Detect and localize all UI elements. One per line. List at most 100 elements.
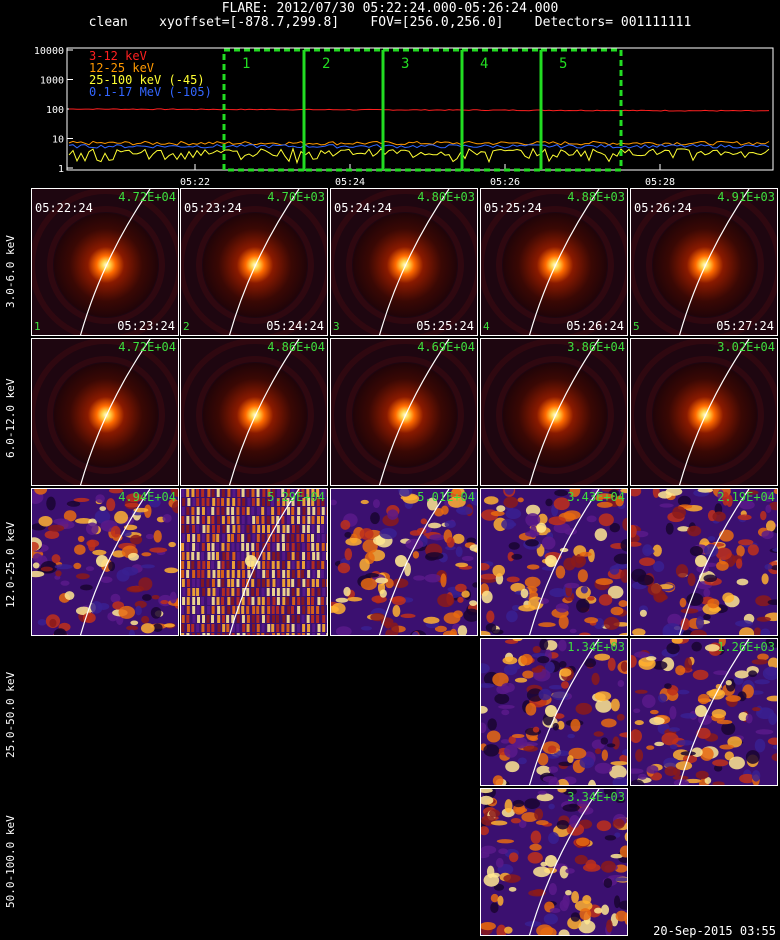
interval-index-label: 2 bbox=[183, 320, 190, 333]
image-map bbox=[481, 189, 627, 335]
end-time-label: 05:25:24 bbox=[416, 319, 474, 333]
solar-limb bbox=[228, 339, 300, 485]
solar-limb bbox=[528, 489, 600, 635]
peak-flux-label: 3.86E+04 bbox=[567, 340, 625, 354]
legend-entry: 25-100 keV (-45) bbox=[89, 73, 205, 87]
image-panel: 3.02E+04 bbox=[630, 338, 778, 486]
solar-limb bbox=[378, 189, 450, 335]
y-tick-label: 1000 bbox=[40, 76, 64, 87]
peak-flux-label: 4.72E+04 bbox=[118, 190, 176, 204]
peak-flux-label: 3.02E+04 bbox=[717, 340, 775, 354]
solar-limb bbox=[79, 339, 151, 485]
end-time-label: 05:27:24 bbox=[716, 319, 774, 333]
solar-limb bbox=[678, 339, 750, 485]
solar-limb bbox=[228, 489, 300, 635]
solar-limb bbox=[678, 489, 750, 635]
solar-limb bbox=[678, 189, 750, 335]
image-panel: 4.69E+04 bbox=[330, 338, 478, 486]
image-panel: 4.91E+03 05:26:24 05:27:24 5 bbox=[630, 188, 778, 336]
image-map bbox=[631, 189, 777, 335]
image-map bbox=[331, 339, 477, 485]
interval-label: 5 bbox=[559, 56, 567, 72]
image-panel: 4.70E+03 05:23:24 05:24:24 2 bbox=[180, 188, 328, 336]
solar-limb bbox=[678, 639, 750, 785]
image-map bbox=[481, 339, 627, 485]
start-time-label: 05:26:24 bbox=[634, 201, 692, 215]
start-time-label: 05:23:24 bbox=[184, 201, 242, 215]
image-map bbox=[631, 639, 777, 785]
peak-flux-label: 4.88E+03 bbox=[567, 190, 625, 204]
x-tick-label: 05:26 bbox=[490, 177, 520, 188]
image-map bbox=[181, 489, 327, 635]
interval-label: 3 bbox=[401, 56, 409, 72]
image-map bbox=[481, 789, 627, 935]
peak-flux-label: 4.86E+04 bbox=[267, 340, 325, 354]
image-map bbox=[481, 639, 627, 785]
lightcurve-plot: 10000 1000 100 10 1 05:22 05:24 05:26 05:28 1 2 3… bbox=[34, 46, 774, 188]
image-map bbox=[32, 189, 178, 335]
image-map bbox=[181, 339, 327, 485]
solar-limb bbox=[528, 189, 600, 335]
x-tick-label: 05:24 bbox=[335, 177, 365, 188]
y-tick-label: 1 bbox=[58, 164, 64, 175]
interval-index-label: 1 bbox=[34, 320, 41, 333]
image-panel: 3.86E+04 bbox=[480, 338, 628, 486]
legend-entry: 0.1-17 MeV (-105) bbox=[89, 85, 212, 99]
y-tick-label: 100 bbox=[46, 105, 64, 116]
peak-flux-label: 4.91E+03 bbox=[717, 190, 775, 204]
solar-limb bbox=[528, 789, 600, 935]
image-panel: 2.19E+04 bbox=[630, 488, 778, 636]
solar-limb bbox=[79, 189, 151, 335]
image-panel: 4.80E+03 05:24:24 05:25:24 3 bbox=[330, 188, 478, 336]
peak-flux-label: 1.34E+03 bbox=[567, 640, 625, 654]
y-tick-label: 10 bbox=[52, 135, 64, 146]
peak-flux-label: 4.70E+03 bbox=[267, 190, 325, 204]
image-map bbox=[181, 189, 327, 335]
image-panel: 5.01E+04 bbox=[330, 488, 478, 636]
interval-label: 1 bbox=[242, 56, 250, 72]
solar-limb bbox=[378, 339, 450, 485]
peak-flux-label: 5.29E+04 bbox=[267, 490, 325, 504]
image-panel: 4.94E+04 bbox=[31, 488, 179, 636]
interval-index-label: 5 bbox=[633, 320, 640, 333]
series-line bbox=[68, 143, 770, 149]
plot-title: FLARE: 2012/07/30 05:22:24.000-05:26:24.… bbox=[221, 1, 559, 16]
series-line bbox=[68, 146, 770, 165]
solar-limb bbox=[79, 489, 151, 635]
image-panel: 4.86E+04 bbox=[180, 338, 328, 486]
time-interval-boxes: 1 2 3 4 5 bbox=[222, 48, 623, 172]
row-energy-label: 6.0-12.0 keV bbox=[4, 378, 17, 458]
end-time-label: 05:26:24 bbox=[566, 319, 624, 333]
image-map bbox=[631, 339, 777, 485]
solar-limb bbox=[528, 639, 600, 785]
solar-limb bbox=[528, 339, 600, 485]
image-panel: 3.43E+04 bbox=[480, 488, 628, 636]
peak-flux-label: 3.43E+04 bbox=[567, 490, 625, 504]
lightcurve-series bbox=[68, 108, 770, 165]
peak-flux-label: 2.19E+04 bbox=[717, 490, 775, 504]
row-energy-label: 12.0-25.0 keV bbox=[4, 521, 17, 608]
image-map bbox=[331, 489, 477, 635]
series-line bbox=[69, 108, 770, 112]
generation-timestamp: 20-Sep-2015 03:55 bbox=[653, 924, 776, 938]
interval-label: 4 bbox=[480, 56, 488, 72]
image-panel: 3.34E+03 bbox=[480, 788, 628, 936]
image-panel: 5.29E+04 bbox=[180, 488, 328, 636]
image-map bbox=[32, 339, 178, 485]
end-time-label: 05:24:24 bbox=[266, 319, 324, 333]
row-energy-label: 50.0-100.0 keV bbox=[4, 815, 17, 908]
peak-flux-label: 4.72E+04 bbox=[118, 340, 176, 354]
series-line bbox=[68, 140, 770, 146]
row-energy-label: 25.0-50.0 keV bbox=[4, 671, 17, 758]
legend-entry: 12-25 keV bbox=[89, 61, 154, 75]
solar-limb bbox=[228, 189, 300, 335]
image-map bbox=[32, 489, 178, 635]
image-map bbox=[331, 189, 477, 335]
image-panel: 4.72E+04 05:22:24 05:23:24 1 bbox=[31, 188, 179, 336]
y-tick-label: 10000 bbox=[34, 46, 64, 57]
image-panel: 4.88E+03 05:25:24 05:26:24 4 bbox=[480, 188, 628, 336]
peak-flux-label: 3.34E+03 bbox=[567, 790, 625, 804]
x-tick-label: 05:28 bbox=[645, 177, 675, 188]
image-map bbox=[631, 489, 777, 635]
